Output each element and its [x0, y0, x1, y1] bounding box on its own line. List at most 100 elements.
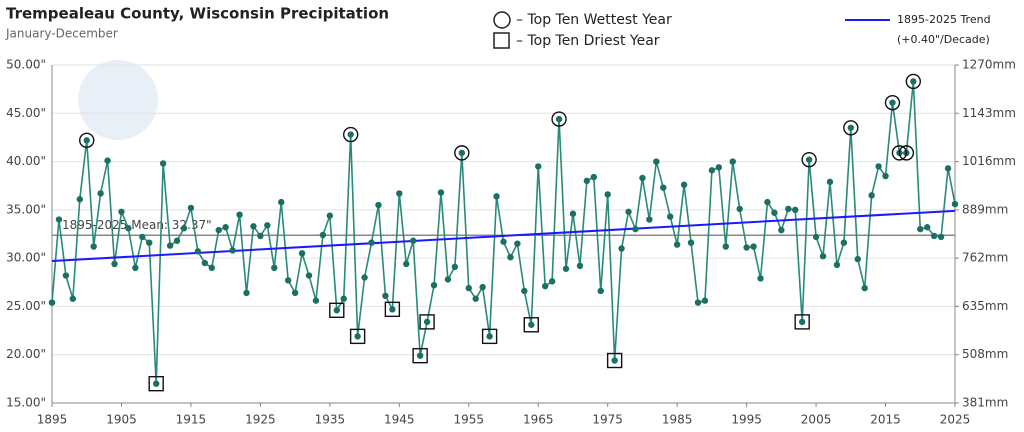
data-point	[444, 276, 452, 283]
data-point	[667, 213, 674, 220]
data-point	[562, 265, 570, 272]
data-point	[118, 208, 125, 215]
data-point	[264, 222, 271, 229]
data-point	[930, 232, 938, 240]
data-point	[298, 250, 306, 257]
data-point	[951, 200, 959, 208]
y2-tick-label: 1143mm	[962, 106, 1016, 120]
data-point	[729, 158, 736, 165]
data-point	[465, 284, 472, 292]
data-point	[97, 190, 104, 197]
data-point	[159, 160, 167, 167]
data-point	[687, 239, 695, 246]
data-point	[125, 225, 132, 232]
data-point	[111, 260, 118, 268]
wettest-marker	[801, 151, 817, 168]
data-point	[917, 225, 924, 233]
data-point	[528, 321, 535, 328]
y2-tick-label: 635mm	[962, 299, 1008, 313]
driest-marker	[794, 314, 810, 330]
data-point	[201, 259, 209, 267]
data-point	[625, 208, 632, 215]
data-point	[278, 198, 285, 206]
data-point	[653, 158, 660, 165]
y2-tick-label: 508mm	[962, 347, 1008, 361]
y2-tick-label: 381mm	[962, 396, 1008, 410]
data-point	[319, 231, 327, 239]
data-point	[173, 237, 181, 244]
y-tick-label: 25.00"	[6, 299, 46, 313]
data-point	[410, 237, 417, 244]
legend-trend: 1895-2025 Trend	[897, 13, 991, 26]
data-point	[778, 226, 785, 234]
data-point	[55, 216, 63, 223]
driest-marker	[329, 302, 345, 318]
data-point	[597, 287, 604, 295]
x-tick-label: 1935	[315, 413, 346, 427]
data-point	[833, 261, 841, 269]
data-point	[521, 287, 528, 295]
x-tick-label: 1965	[523, 413, 554, 427]
driest-marker	[384, 301, 401, 318]
driest-marker	[606, 352, 623, 369]
data-point	[354, 333, 361, 340]
y-tick-label: 15.00"	[6, 396, 46, 410]
data-point	[347, 131, 354, 138]
data-point	[368, 239, 375, 246]
data-point	[618, 245, 625, 252]
data-point	[250, 223, 257, 230]
data-point	[69, 295, 77, 302]
y-tick-label: 35.00"	[6, 202, 46, 216]
data-point	[736, 205, 743, 213]
data-point	[152, 380, 160, 387]
data-point	[458, 149, 466, 157]
y-tick-label: 30.00"	[6, 251, 46, 265]
data-point	[722, 243, 729, 250]
driest-marker	[412, 347, 428, 364]
legend-wettest-symbol	[493, 11, 511, 29]
y-tick-label: 45.00"	[6, 106, 46, 120]
data-point	[875, 163, 882, 170]
chart-subtitle: January-December	[5, 27, 118, 41]
data-point	[194, 248, 202, 255]
driest-marker	[481, 328, 498, 345]
driest-marker	[523, 317, 539, 333]
data-point	[340, 295, 347, 302]
data-point	[708, 167, 716, 174]
data-point	[215, 226, 222, 234]
data-point	[83, 137, 90, 144]
data-point	[868, 192, 875, 199]
data-point	[361, 274, 368, 281]
data-point	[389, 306, 396, 313]
legend-wettest: – Top Ten Wettest Year	[516, 12, 672, 28]
data-point	[312, 297, 320, 304]
x-tick-label: 1995	[731, 413, 762, 427]
data-point	[750, 243, 757, 250]
data-point	[924, 224, 931, 231]
data-point	[430, 281, 438, 289]
wettest-marker	[79, 132, 95, 149]
wettest-marker	[905, 73, 922, 90]
data-point	[937, 233, 945, 241]
wettest-marker	[342, 126, 359, 143]
data-point	[583, 177, 591, 185]
data-point	[229, 247, 236, 254]
x-tick-label: 2005	[801, 413, 832, 427]
chart-title: Trempealeau County, Wisconsin Precipitat…	[6, 5, 389, 23]
data-point	[660, 184, 667, 191]
data-point	[382, 292, 389, 300]
data-point	[632, 225, 639, 233]
legend-driest-symbol	[493, 32, 510, 49]
data-point	[889, 99, 896, 106]
data-point	[375, 201, 382, 209]
data-point	[291, 289, 299, 297]
data-point	[819, 253, 827, 260]
y-tick-label: 50.00"	[6, 58, 46, 72]
data-point	[541, 282, 549, 290]
data-point	[62, 272, 70, 279]
wettest-marker	[843, 120, 859, 136]
data-point	[333, 307, 340, 314]
data-point	[486, 333, 493, 340]
trend-line	[51, 209, 956, 263]
